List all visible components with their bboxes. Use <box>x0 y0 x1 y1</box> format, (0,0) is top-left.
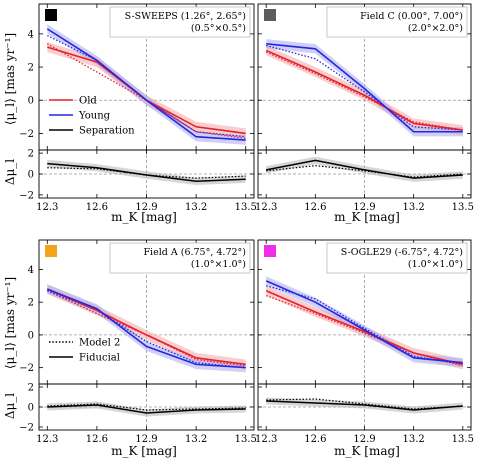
field-swatch <box>45 245 57 257</box>
x-tick-label: 13.5 <box>235 434 257 445</box>
annotation-box <box>326 6 468 38</box>
x-label-p3: m_K [mag] <box>111 444 177 458</box>
x-tick-label: 12.6 <box>86 434 108 445</box>
x-tick-label: 13.2 <box>403 434 425 445</box>
panel-4: 12.3 12.6 12.9 13.2 13.5 S-OGLE29 (-6.75°, 4.… <box>255 239 474 445</box>
annotation-line: S-OGLE29 (-6.75°, 4.72°) <box>341 247 463 258</box>
annotation-line: S-SWEEPS (1.26°, 2.65°) <box>125 11 246 22</box>
annotation-line: (0.5°×0.5°) <box>191 23 246 34</box>
young-band <box>47 284 246 373</box>
x-tick-label: 12.9 <box>135 434 157 445</box>
annotation-line: (1.0°×1.0°) <box>408 259 463 270</box>
old-fiducial-line <box>265 289 463 366</box>
x-tick-label: 12.6 <box>86 202 108 213</box>
young-model2-line <box>47 290 246 369</box>
y-tick-label: −2 <box>19 363 34 374</box>
old-fiducial-line <box>265 49 463 131</box>
x-tick-label: 12.6 <box>304 434 326 445</box>
separation-model2-line <box>47 403 246 411</box>
x-tick-label: 13.5 <box>452 434 474 445</box>
y-tick-label: −2 <box>19 190 34 201</box>
y-label-diff-row2: Δμ_l <box>3 393 17 419</box>
legend-label: Model 2 <box>79 338 120 349</box>
annotation-line: Field C (0.00°, 7.00°) <box>360 11 463 22</box>
panel-1: 12.3 12.6 12.9 13.2 13.5 −2 0 2 4 −2 0 2 S-SWEEPS (1… <box>19 3 257 213</box>
x-tick-label: 12.9 <box>353 202 375 213</box>
young-fiducial-line <box>46 288 246 369</box>
y-tick-label: 2 <box>28 63 34 74</box>
x-label-p2: m_K [mag] <box>334 210 400 224</box>
old-model2-line <box>46 290 246 367</box>
old-band <box>266 45 463 136</box>
young-model2-line <box>266 44 463 131</box>
panel-3: 12.3 12.6 12.9 13.2 13.5 −2 0 2 4 −2 0 2 Field A (6.… <box>19 239 257 445</box>
y-label-diff-row1: Δμ_l <box>3 159 17 185</box>
x-tick-label: 12.6 <box>304 202 326 213</box>
field-swatch <box>45 9 57 21</box>
legend-label: Fiducial <box>79 353 120 364</box>
y-tick-label: 4 <box>28 265 34 276</box>
annotation-box <box>109 242 251 274</box>
young-fiducial-line <box>46 28 246 141</box>
x-label-p4: m_K [mag] <box>334 444 400 458</box>
old-fiducial-line <box>46 288 246 366</box>
y-tick-label: 2 <box>28 383 34 394</box>
y-label-top-row2: ⟨μ_l⟩ [mas yr⁻¹] <box>3 277 17 369</box>
y-tick-label: 2 <box>28 149 34 160</box>
annotation-line: Field A (6.75°, 4.72°) <box>143 247 246 258</box>
old-band <box>47 42 246 139</box>
y-tick-label: 0 <box>28 330 34 341</box>
annotation-line: (2.0°×2.0°) <box>408 23 463 34</box>
y-tick-label: 0 <box>28 403 34 414</box>
x-tick-label: 13.5 <box>452 202 474 213</box>
separation-fiducial-line <box>266 400 463 411</box>
y-tick-label: 0 <box>28 170 34 181</box>
young-fiducial-line <box>265 280 463 364</box>
y-tick-label: 2 <box>28 298 34 309</box>
x-tick-label: 12.3 <box>255 434 277 445</box>
field-swatch <box>264 9 276 21</box>
separation-fiducial-line <box>266 159 463 179</box>
x-tick-label: 13.2 <box>185 202 207 213</box>
annotation-box <box>326 242 468 274</box>
y-tick-label: −2 <box>19 129 34 140</box>
young-fiducial-line <box>266 43 463 133</box>
legend-label: Old <box>79 96 97 107</box>
legend-label: Separation <box>79 126 135 137</box>
field-swatch <box>264 245 276 257</box>
legend-label: Young <box>78 111 111 122</box>
x-tick-label: 13.5 <box>235 202 257 213</box>
x-tick-label: 12.9 <box>353 434 375 445</box>
x-tick-label: 13.2 <box>185 434 207 445</box>
x-tick-label: 12.3 <box>36 434 58 445</box>
x-label-p1: m_K [mag] <box>111 210 177 224</box>
x-tick-label: 12.3 <box>255 202 277 213</box>
y-tick-label: −2 <box>19 423 34 434</box>
y-tick-label: 4 <box>28 29 34 40</box>
separation-fiducial-line <box>47 404 246 414</box>
x-tick-label: 12.3 <box>36 202 58 213</box>
x-tick-label: 13.2 <box>403 202 425 213</box>
annotation-line: (1.0°×1.0°) <box>191 259 246 270</box>
panels: 12.3 12.6 12.9 13.2 13.5 −2 0 2 4 −2 0 2 S-SWEEPS (1… <box>19 3 474 445</box>
annotation-box <box>109 6 251 38</box>
x-tick-label: 12.9 <box>135 202 157 213</box>
y-label-top-row1: ⟨μ_l⟩ [mas yr⁻¹] <box>3 33 17 125</box>
separation-fiducial-line <box>47 162 246 183</box>
y-tick-label: 0 <box>28 96 34 107</box>
panel-2: 12.3 12.6 12.9 13.2 13.5 Field C (0.00°, 7.00… <box>255 3 474 213</box>
